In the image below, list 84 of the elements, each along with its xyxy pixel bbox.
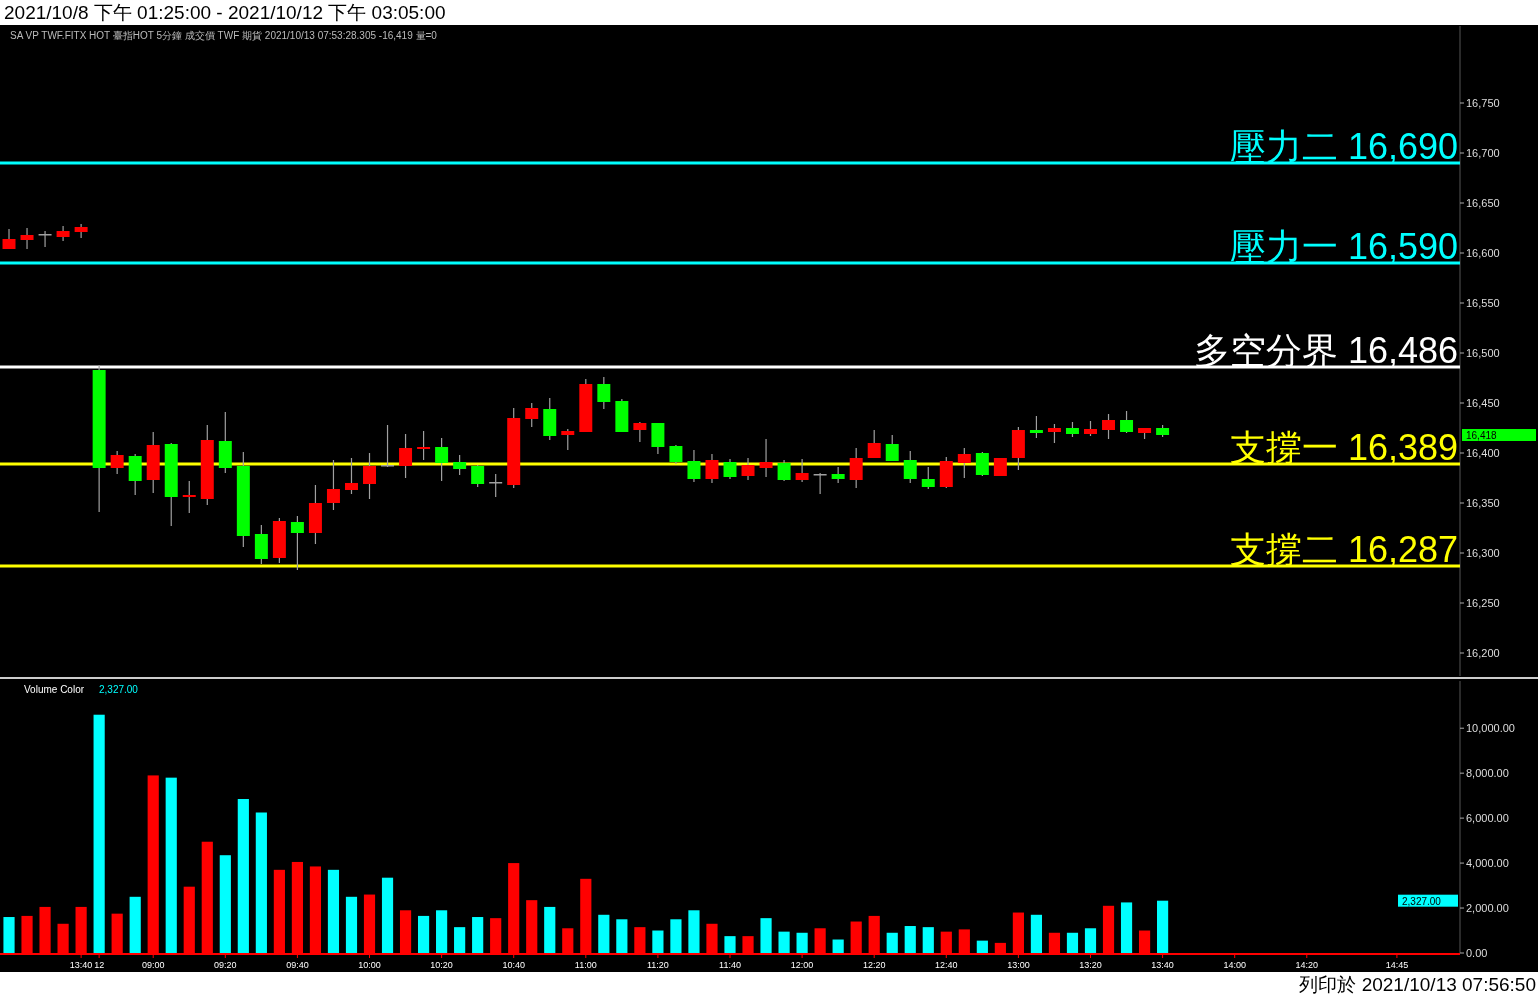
x-tick-label: 13:40 [69, 960, 93, 970]
text: 列印於 2021/10/13 07:56:50 [1299, 974, 1536, 995]
y-tick-label: 16,350 [1466, 497, 1500, 509]
y-tick-label: 6,000.00 [1466, 812, 1509, 825]
bar [129, 896, 141, 953]
bar [688, 910, 700, 953]
x-tick-label: 14:45 [1385, 960, 1409, 970]
y-tick-label: 16,600 [1466, 247, 1500, 259]
y-tick-label: 16,700 [1466, 147, 1500, 159]
x-tick-label: 12:00 [790, 960, 814, 970]
y-tick-label: 10,000.00 [1466, 722, 1515, 735]
text: 16,418 [1466, 430, 1498, 441]
bar [796, 932, 808, 953]
bar [417, 915, 430, 953]
bar [886, 932, 898, 953]
y-tick-label: 16,400 [1466, 447, 1500, 459]
bar [165, 777, 177, 953]
y-tick-label: 16,250 [1466, 597, 1500, 609]
y-tick-label: 16,300 [1466, 547, 1500, 559]
bar [93, 714, 105, 953]
chart-subtitle: SA VP TWF.FITX HOT 臺指HOT 5分鐘 成交價 TWF 期貨 2021/10/13 07:53:28.305 -16,419 量=0 [10, 30, 438, 41]
x-tick-label: 09:00 [141, 960, 165, 970]
bar [327, 869, 340, 953]
annotation: 2,327.00 [1402, 895, 1442, 907]
bar [904, 926, 916, 953]
bar [1066, 932, 1079, 953]
x-tick-label: 12 [94, 960, 105, 970]
chart-title: Volume Color [24, 684, 85, 695]
x-tick-label: 14:20 [1295, 960, 1319, 970]
y-tick-label: 16,750 [1466, 97, 1500, 109]
ref-line-label: 多空分界 16,486 [1193, 330, 1458, 371]
x-tick-label: 10:40 [502, 960, 525, 970]
y-tick-label: 16,550 [1466, 297, 1500, 309]
x-tick-label: 12:40 [935, 960, 958, 970]
y-tick-label: 8,000.00 [1466, 767, 1509, 780]
x-tick-label: 09:20 [214, 960, 237, 970]
bar [670, 919, 682, 953]
bar [652, 930, 664, 953]
bar [436, 910, 448, 953]
bar [345, 896, 358, 953]
bar [778, 931, 790, 953]
bar [1084, 928, 1097, 953]
bar [237, 799, 249, 953]
x-tick-label: 10:00 [358, 960, 381, 970]
bar [616, 919, 628, 953]
bar [454, 927, 466, 953]
x-tick-label: 13:00 [1007, 960, 1030, 970]
bar [922, 927, 934, 953]
y-tick-label: 2,000.00 [1466, 902, 1509, 915]
x-tick-label: 13:40 [1151, 960, 1174, 970]
chart-title: 2021/10/8 下午 01:25:00 - 2021/10/12 下午 03:05:00 [4, 2, 446, 23]
bar [1030, 914, 1043, 953]
bar [760, 918, 772, 953]
y-tick-label: 16,500 [1466, 347, 1500, 359]
x-tick-label: 13:20 [1079, 960, 1102, 970]
y-tick-label: 16,650 [1466, 197, 1500, 209]
bar [1120, 902, 1133, 953]
ref-line-label: 支撐二 16,287 [1229, 529, 1458, 570]
ref-line-label: 支撐一 16,389 [1229, 427, 1458, 468]
x-tick-label: 09:40 [286, 960, 309, 970]
ref-line-label: 壓力二 16,690 [1229, 126, 1458, 167]
x-tick-label: 11:20 [646, 960, 669, 970]
x-tick-label: 11:40 [719, 960, 741, 970]
bar [976, 940, 988, 953]
x-tick-label: 14:00 [1223, 960, 1246, 970]
y-tick-label: 0.00 [1466, 947, 1488, 959]
bar [255, 812, 267, 953]
bar [3, 917, 15, 953]
bar [219, 855, 231, 953]
x-tick-label: 10:20 [430, 960, 453, 970]
ref-line-label: 壓力一 16,590 [1229, 226, 1458, 267]
bar [598, 914, 610, 953]
y-tick-label: 16,200 [1466, 647, 1500, 659]
bar [832, 939, 844, 953]
y-tick-label: 4,000.00 [1466, 857, 1509, 870]
bar [724, 936, 736, 953]
bar [544, 906, 556, 953]
chart-subtitle: 2,327.00 [99, 684, 139, 695]
x-tick-label: 12:20 [862, 960, 886, 970]
bar [472, 917, 484, 953]
bar [381, 877, 394, 953]
y-tick-label: 16,450 [1466, 397, 1500, 409]
bar [1157, 900, 1169, 953]
x-tick-label: 11:00 [574, 960, 597, 970]
